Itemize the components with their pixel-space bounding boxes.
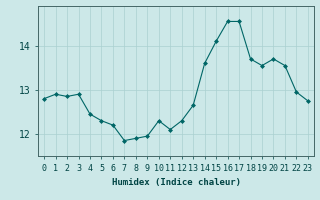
X-axis label: Humidex (Indice chaleur): Humidex (Indice chaleur) [111,178,241,187]
